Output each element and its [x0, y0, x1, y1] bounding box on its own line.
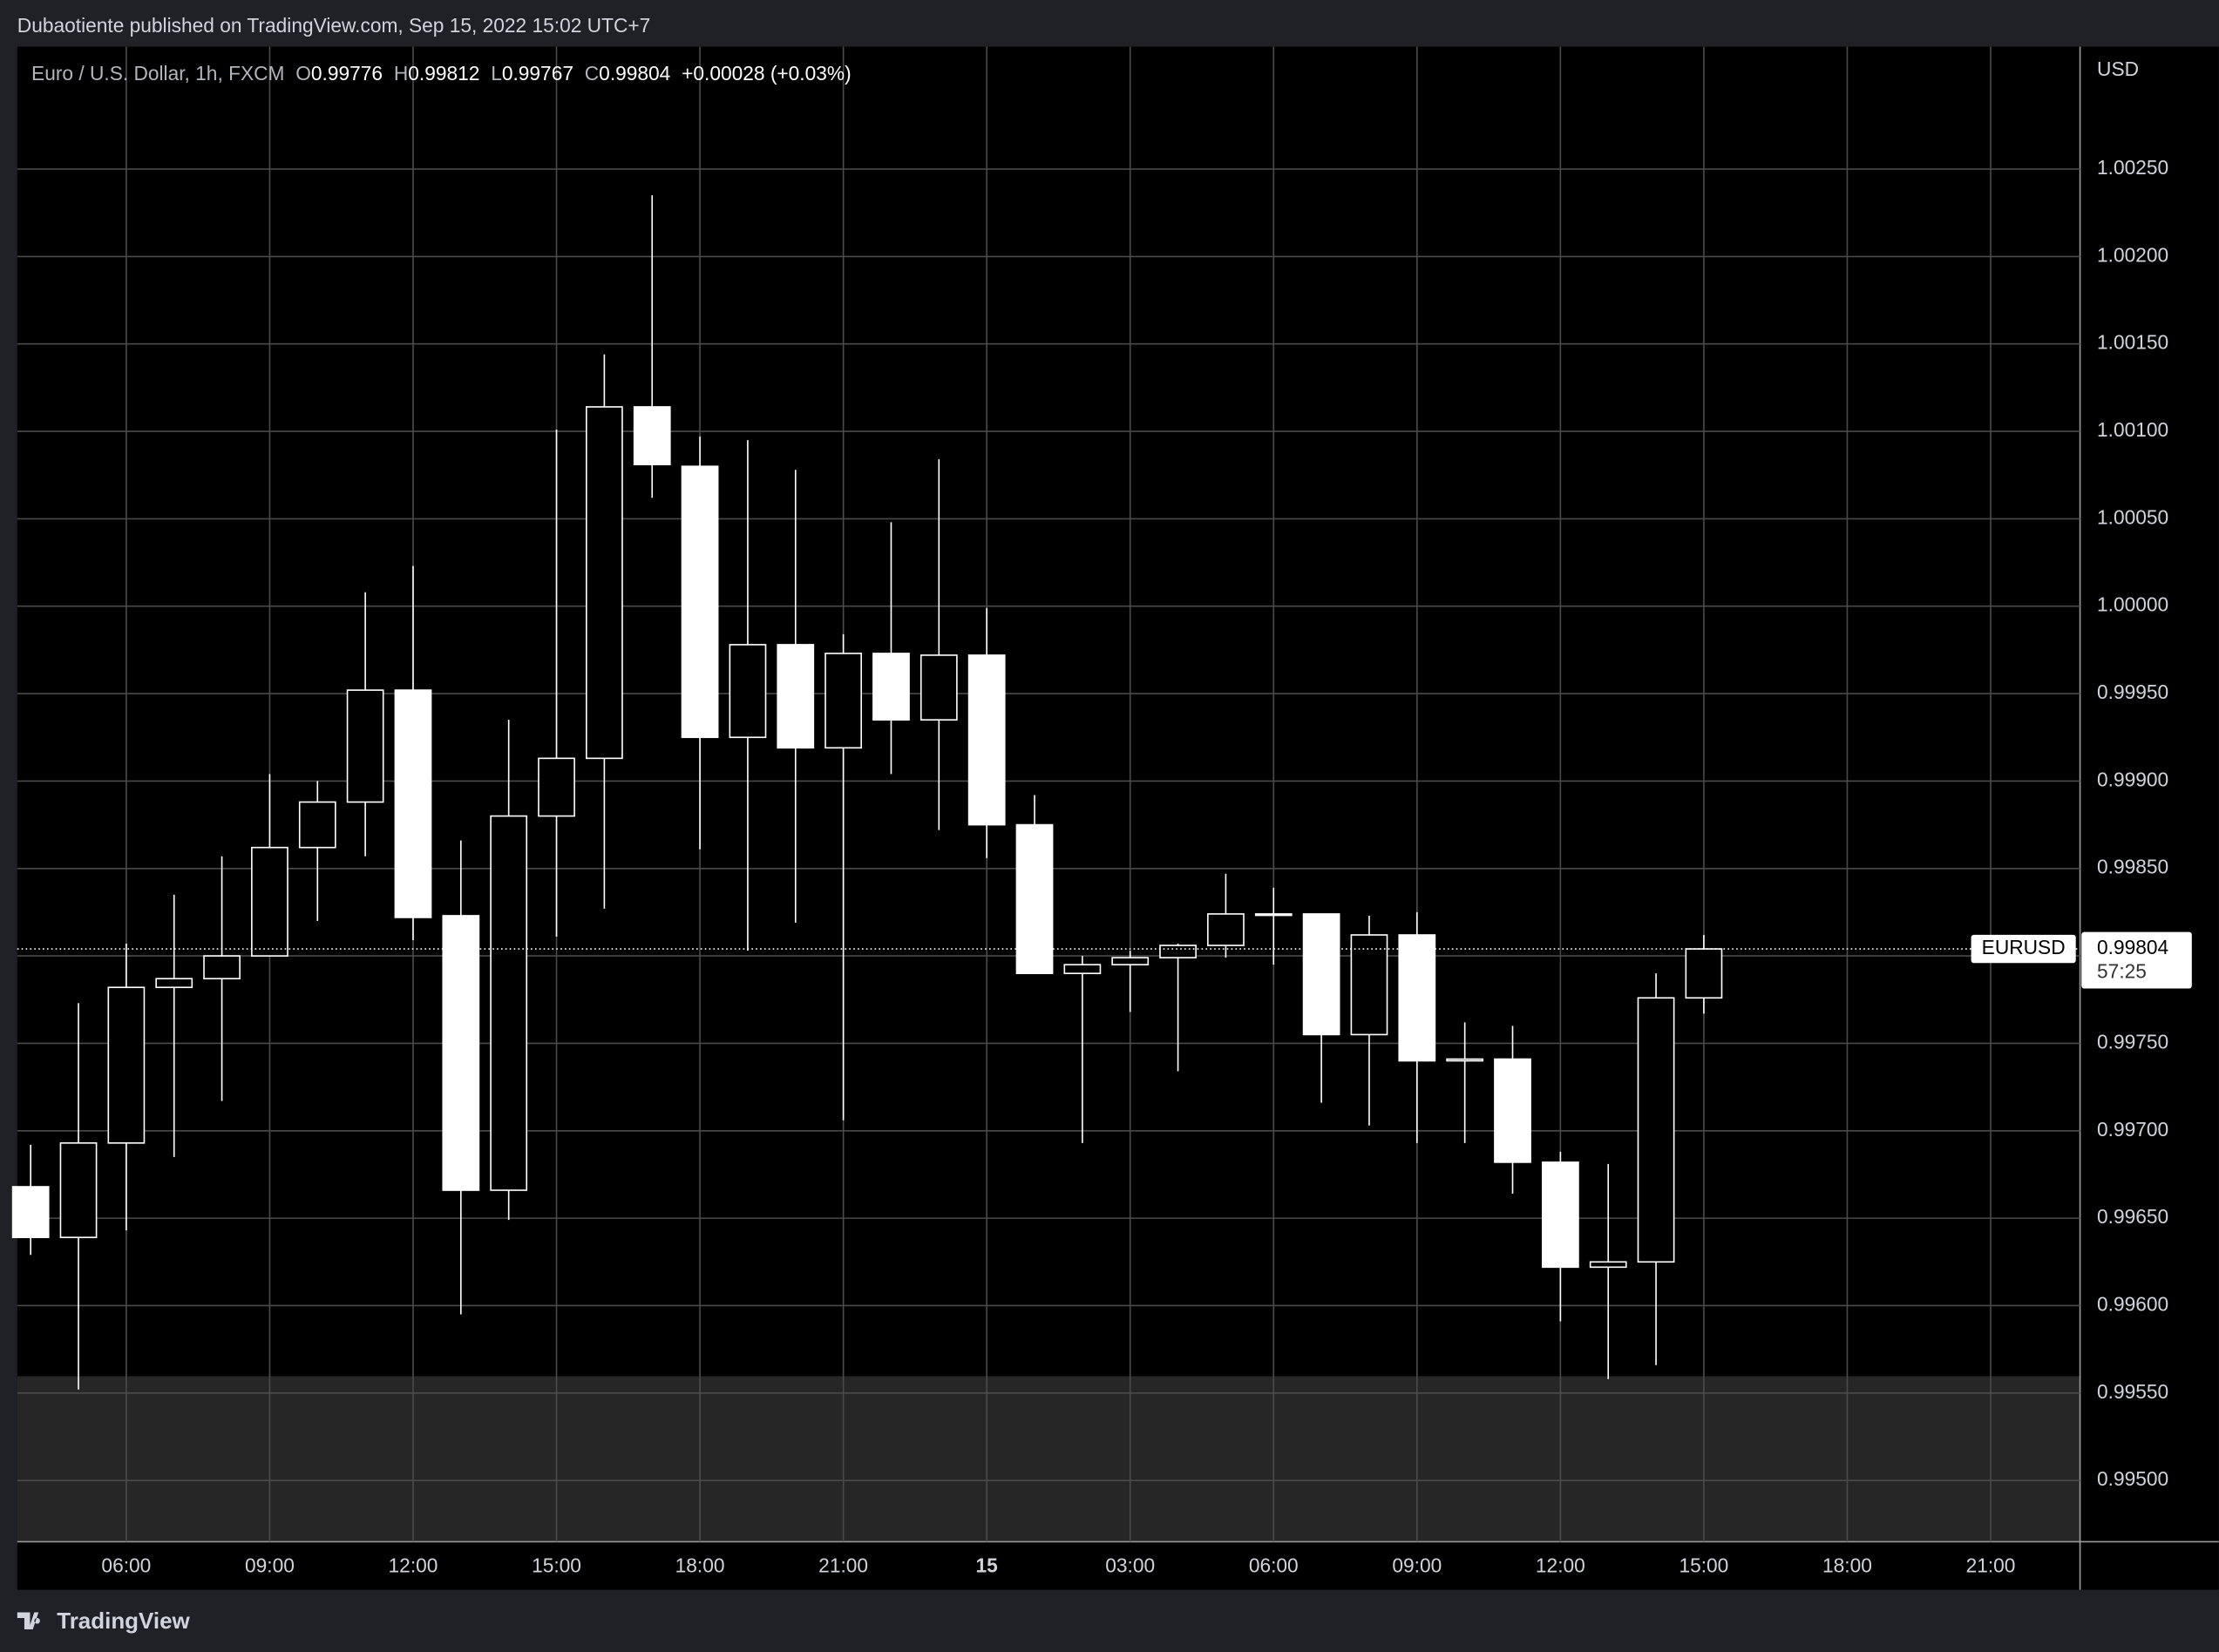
candle-body	[11, 1186, 50, 1239]
candle-body	[1111, 957, 1150, 965]
ticker-tag	[1971, 934, 2076, 964]
x-tick-label: 12:00	[1536, 1554, 1585, 1577]
candle-body	[1015, 823, 1054, 974]
candle-body	[59, 1142, 98, 1239]
y-tick-label: 0.99650	[2097, 1205, 2168, 1228]
candle-body	[1398, 934, 1436, 1062]
legend: Euro / U.S. Dollar, 1h, FXCM O0.99776 H0…	[31, 62, 852, 85]
x-tick-label: 18:00	[1822, 1554, 1872, 1577]
candle-body	[155, 978, 193, 989]
candles	[11, 195, 1723, 1390]
candle-body	[1159, 944, 1197, 958]
x-tick-label: 15:00	[1679, 1554, 1728, 1577]
candle-body	[919, 654, 958, 721]
candle-body	[1446, 1058, 1484, 1062]
candle-body	[490, 815, 528, 1191]
shaded-zone	[17, 1376, 2080, 1542]
x-tick-label: 18:00	[675, 1554, 725, 1577]
candle-body	[394, 689, 432, 918]
currency: USD	[2097, 58, 2139, 80]
legend-label: C	[585, 62, 599, 85]
y-tick-label: 1.00000	[2097, 593, 2168, 616]
countdown: 57:25	[2097, 960, 2147, 983]
publisher: Dubaotiente published on TradingView.com…	[17, 14, 650, 37]
x-tick-label: 03:00	[1105, 1554, 1155, 1577]
candle-body	[1063, 964, 1102, 974]
candle-body	[442, 915, 480, 1191]
candle-body	[203, 955, 241, 980]
candle-body	[298, 801, 336, 849]
candle-body	[1541, 1161, 1579, 1269]
price-tag	[2081, 931, 2192, 989]
y-tick-label: 1.00250	[2097, 156, 2168, 179]
candle-body	[1302, 913, 1340, 1036]
y-tick-label: 1.00200	[2097, 243, 2168, 266]
x-tick-label: 09:00	[245, 1554, 295, 1577]
candle-body	[1350, 934, 1388, 1036]
candle-body	[585, 406, 623, 760]
y-tick-label: 0.99750	[2097, 1030, 2168, 1053]
y-tick-label: 1.00050	[2097, 505, 2168, 528]
candle-body	[872, 653, 910, 721]
candle-body	[681, 465, 719, 739]
legend-label: L	[491, 62, 502, 85]
legend-value: 0.99804	[599, 62, 670, 85]
brand: TradingView	[57, 1608, 190, 1634]
x-tick-label: 06:00	[101, 1554, 151, 1577]
candle-body	[1207, 913, 1245, 946]
candle-body	[777, 644, 815, 749]
candle-body	[1494, 1058, 1531, 1163]
candle-body	[1685, 948, 1723, 999]
legend-label: H	[394, 62, 408, 85]
y-tick-label: 0.99500	[2097, 1467, 2168, 1490]
legend-value: 0.99812	[408, 62, 479, 85]
logo-icon	[17, 1612, 40, 1630]
logo: TradingView	[17, 1608, 191, 1634]
candle-body	[107, 986, 146, 1144]
y-tick-label: 0.99850	[2097, 856, 2168, 878]
legend-change: +0.00028 (+0.03%)	[682, 62, 852, 85]
ticker-label: EURUSD	[1982, 936, 2066, 958]
x-tick-label: 06:00	[1249, 1554, 1299, 1577]
candle-body	[1254, 913, 1293, 917]
y-tick-label: 0.99600	[2097, 1292, 2168, 1315]
candle-body	[729, 644, 767, 739]
y-tick-label: 0.99950	[2097, 680, 2168, 703]
x-tick-label: 12:00	[389, 1554, 438, 1577]
candle-body	[346, 689, 384, 803]
candle-body	[1589, 1261, 1627, 1269]
legend-value: 0.99767	[502, 62, 573, 85]
legend-symbol: Euro / U.S. Dollar, 1h, FXCM	[31, 62, 284, 85]
y-tick-label: 1.00150	[2097, 331, 2168, 354]
x-tick-label: 21:00	[1966, 1554, 2016, 1577]
legend-value: 0.99776	[311, 62, 383, 85]
candle-body	[1637, 997, 1675, 1263]
candle-body	[633, 406, 671, 466]
legend-label: O	[295, 62, 311, 85]
y-tick-label: 0.99900	[2097, 768, 2168, 790]
candle-body	[824, 653, 863, 749]
candle-body	[251, 846, 288, 957]
price-tag-value: 0.99804	[2097, 936, 2168, 958]
chart-background	[17, 46, 2219, 1590]
candle-body	[538, 757, 575, 817]
y-tick-label: 0.99550	[2097, 1380, 2168, 1403]
x-tick-label: 15	[976, 1554, 998, 1577]
candle-body	[967, 654, 1006, 826]
y-tick-label: 1.00100	[2097, 418, 2168, 441]
x-tick-label: 15:00	[532, 1554, 581, 1577]
x-tick-label: 21:00	[818, 1554, 868, 1577]
y-tick-label: 0.99700	[2097, 1118, 2168, 1141]
x-tick-label: 09:00	[1392, 1554, 1442, 1577]
